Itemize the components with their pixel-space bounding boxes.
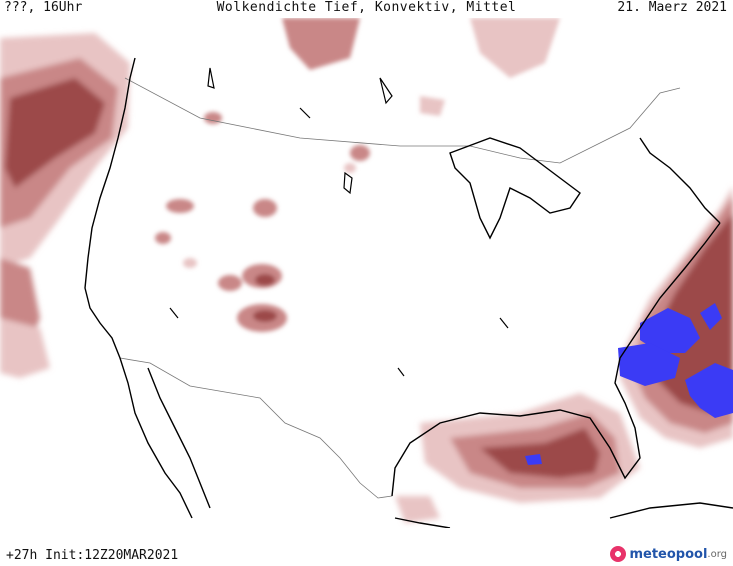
lake-outline [379,77,393,105]
forecast-date-label: 21. Maerz 2021 [617,0,727,15]
cloud-density-map [0,18,733,528]
model-run-info: +27h Init:12Z20MAR2021 [6,548,179,563]
great-lakes-outline [449,137,581,240]
lake-outline [169,307,179,319]
cloud-light-patch [0,318,50,378]
cloud-cell [253,199,277,217]
cloud-cell [350,145,370,161]
west-coastline [84,57,193,519]
mexico-interior-coast [394,517,451,528]
cloud-dark-patch [5,78,105,188]
meteopool-logo-icon [610,546,627,562]
cloud-cell [155,232,171,244]
convective-layer [525,303,733,465]
cloud-cell [183,258,197,268]
border-layer [119,77,681,499]
meteopool-logo[interactable]: meteopool .org [610,546,727,562]
cloud-area-canada [282,18,560,116]
cloud-light-patch [470,18,560,78]
cuba-coastline [609,502,733,519]
lake-outline [397,367,405,377]
map-title: Wolkendichte Tief, Konvektiv, Mittel [216,0,517,15]
cloud-cell [253,310,277,322]
us-canada-border [124,77,681,164]
lake-outline-layer [169,67,509,377]
cloud-field-layer [0,18,733,523]
cloud-cell [255,274,275,286]
gulf-coastline [391,222,721,497]
cloud-cell [218,275,242,291]
cloud-dark-patch [480,428,600,478]
cloud-area-gulf [395,393,640,523]
logo-tld: .org [707,548,727,560]
convective-cell [525,454,542,465]
cloud-area-northwest [0,33,130,378]
convective-cell [700,303,722,330]
us-mexico-border [119,357,393,499]
coastline-layer [84,57,733,528]
convective-cell [618,343,680,386]
baja-coastline [147,367,211,509]
cloud-cell [344,163,356,173]
cloud-area-interior [155,112,370,332]
cloud-light-patch [395,496,440,523]
logo-name: meteopool [629,546,708,562]
lake-outline [299,107,311,119]
forecast-time-label: ???, 16Uhr [4,0,83,15]
cloud-cell [204,112,222,124]
cloud-medium-patch [282,18,360,70]
east-coastline [639,137,721,224]
cloud-light-patch [420,96,445,116]
lake-outline [207,67,215,89]
lake-outline [499,317,509,329]
cloud-cell [166,199,194,213]
convective-cell [640,308,700,353]
map-footer: +27h Init:12Z20MAR2021 meteopool .org [0,540,733,566]
lake-outline [343,171,353,195]
convective-cell [685,363,733,418]
